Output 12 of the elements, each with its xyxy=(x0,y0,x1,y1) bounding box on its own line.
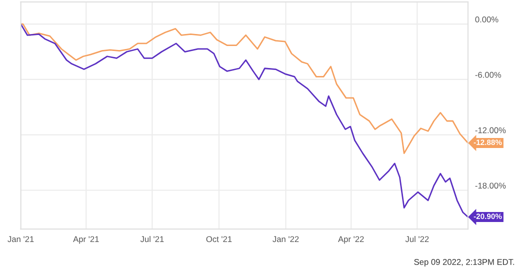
y-tick-label: -12.00% xyxy=(475,127,506,134)
x-tick-label: Jul '22 xyxy=(405,236,429,242)
y-tick-label: 0.00% xyxy=(475,16,498,22)
x-tick-label: Jul '21 xyxy=(140,236,164,242)
x-tick-label: Jan '22 xyxy=(272,236,299,242)
x-tick-label: Apr '21 xyxy=(73,236,99,244)
x-tick-label: Jan '21 xyxy=(8,236,34,242)
text: Sep 09 2022, 2:13PM EDT. xyxy=(414,259,514,267)
x-tick-label: Apr '22 xyxy=(338,236,364,244)
y-tick-label: -6.00% xyxy=(475,72,502,78)
x-tick-label: Oct '21 xyxy=(206,236,232,242)
y-tick-label: -18.00% xyxy=(475,182,506,189)
